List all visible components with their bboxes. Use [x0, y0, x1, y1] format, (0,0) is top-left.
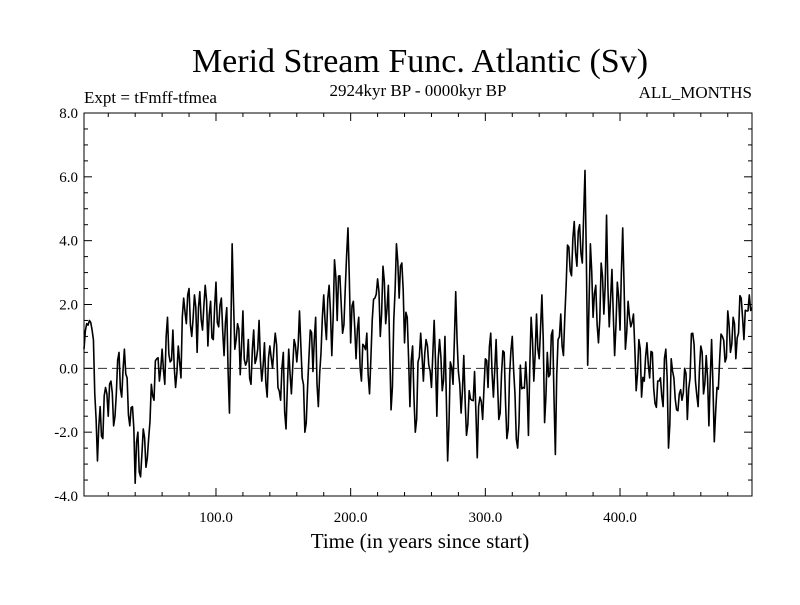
x-tick-label: 100.0: [199, 510, 233, 526]
series-line: [83, 169, 753, 485]
x-tick-label: 300.0: [468, 510, 502, 526]
x-axis-label: Time (in years since start): [311, 529, 530, 553]
time-range-label: 2924kyr BP - 0000kyr BP: [330, 81, 507, 100]
y-tick-label: -4.0: [54, 489, 78, 505]
x-tick-label: 200.0: [334, 510, 368, 526]
y-tick-label: 6.0: [59, 170, 78, 186]
y-tick-label: 4.0: [59, 234, 78, 250]
months-label: ALL_MONTHS: [639, 83, 752, 102]
y-tick-label: 2.0: [59, 298, 78, 314]
y-tick-label: 0.0: [59, 361, 78, 377]
experiment-label: Expt = tFmff-tfmea: [84, 88, 217, 107]
x-tick-label: 400.0: [603, 510, 637, 526]
y-axis: -4.0 -2.0 0.0 2.0 4.0 6.0 8.0: [54, 106, 752, 505]
y-tick-label: -2.0: [54, 425, 78, 441]
y-tick-label: 8.0: [59, 106, 78, 122]
x-axis: 100.0 200.0 300.0 400.0: [107, 113, 729, 526]
chart-title: Merid Stream Func. Atlantic (Sv): [192, 43, 648, 80]
